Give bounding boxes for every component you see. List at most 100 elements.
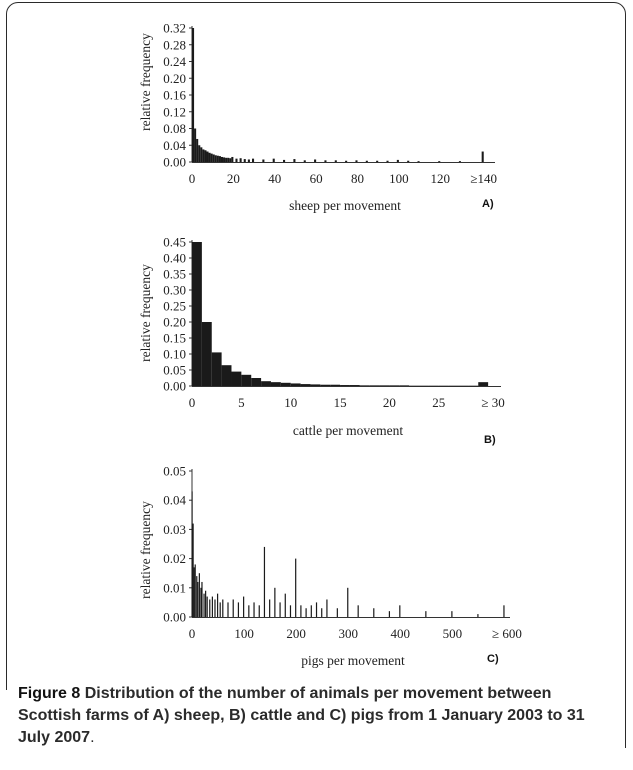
bar [208,152,211,162]
chart-panel-c: relative frequency pigs per movement C) … [138,464,522,669]
y-tick-label: 0.32 [163,21,186,36]
bar [345,160,348,162]
bar [503,605,505,617]
bar [198,573,200,617]
y-tick-label: 0.00 [163,155,186,170]
bar [349,385,360,386]
bar [419,385,429,387]
bar [252,158,255,162]
bar [481,151,484,162]
chart-xlabel: cattle per movement [293,423,403,438]
bar [315,602,318,617]
bar [438,385,449,387]
bar [396,159,399,162]
bar [200,587,202,617]
y-tick-label: 0.24 [163,54,186,69]
y-tick-label: 0.20 [163,315,186,330]
x-tick-label: 20 [383,395,396,410]
bar [243,596,245,617]
bar [417,161,420,162]
figure-charts: relative frequency sheep per movement A)… [138,21,522,669]
x-tick-label: ≥ 30 [481,395,504,410]
bar [197,581,199,617]
bar [369,385,380,386]
bar [214,599,216,617]
x-tick-label: 80 [351,171,364,186]
bar [272,158,275,162]
bar [293,159,296,162]
y-tick-label: 0.30 [163,283,186,298]
bar [206,596,208,617]
bar [216,155,219,162]
bar [218,156,221,162]
bar [303,160,306,162]
x-tick-label: 500 [443,626,463,641]
bar [310,605,312,617]
bar [214,155,217,162]
bar [248,605,250,617]
y-tick-label: 0.00 [163,610,186,625]
bar [229,158,232,162]
bar [295,558,297,617]
bar [389,385,400,386]
caption-text: Distribution of the number of animals pe… [18,685,585,746]
bar [376,160,379,162]
y-tick-label: 0.12 [163,104,186,119]
bar [221,365,232,386]
chart-ylabel: relative frequency [138,33,153,131]
bar [194,564,196,617]
bar [194,128,197,162]
bar [458,385,469,387]
y-tick-label: 0.40 [163,251,186,266]
chart-panel-letter: A) [482,198,494,210]
x-tick-label: 40 [268,171,281,186]
bar [206,151,209,162]
bar [373,608,375,617]
x-tick-label: 25 [432,395,445,410]
figure-label: Figure 8 [18,685,81,702]
x-tick-label: 0 [189,171,196,186]
x-tick-label: 120 [431,171,451,186]
bar [237,602,240,617]
bar [200,147,203,162]
bar [211,352,222,386]
bar [300,605,302,617]
bar [216,593,219,617]
bar [222,599,224,617]
x-tick-label: ≥ 600 [492,626,522,641]
bar [231,156,234,162]
bar [340,385,350,386]
bar [269,599,271,617]
bar [468,385,479,387]
bar [324,160,327,162]
bar [478,382,489,386]
bar [198,145,201,162]
bar [407,160,410,162]
y-tick-label: 0.04 [163,493,186,508]
caption-tail: . [90,729,95,746]
bar [279,602,281,617]
bar [284,593,286,617]
bar [202,149,205,162]
chart-panel-letter: C) [487,653,499,665]
bar [399,385,410,386]
bar [253,602,255,617]
x-tick-label: 15 [334,395,347,410]
bar [326,599,328,617]
bar [210,153,213,162]
bar [209,599,211,617]
x-tick-label: 100 [389,171,409,186]
y-tick-label: 0.05 [163,363,186,378]
bar [201,322,212,386]
bar [227,157,230,162]
bar [448,385,459,387]
bar [223,157,226,162]
bar [458,161,461,162]
bar [262,159,265,162]
bar [192,523,194,617]
chart-ylabel: relative frequency [138,264,153,362]
bar [270,382,281,386]
bar [289,605,292,617]
y-tick-label: 0.35 [163,267,186,282]
x-tick-label: 0 [189,626,196,641]
